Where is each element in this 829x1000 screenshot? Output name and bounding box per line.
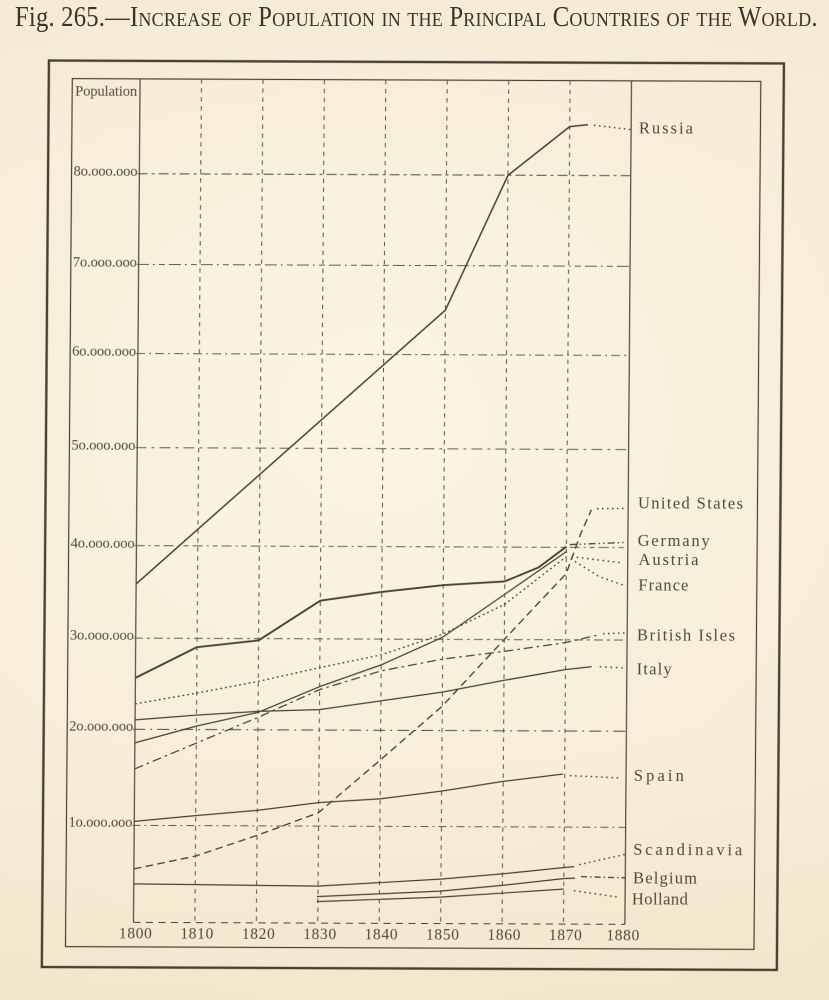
svg-text:1870: 1870 — [549, 927, 582, 944]
svg-text:Population: Population — [75, 84, 138, 100]
svg-text:Russia: Russia — [639, 118, 694, 137]
svg-text:1880: 1880 — [606, 927, 639, 944]
svg-text:1810: 1810 — [180, 926, 213, 943]
svg-text:1850: 1850 — [426, 927, 459, 944]
svg-text:France: France — [638, 575, 688, 594]
svg-text:1840: 1840 — [365, 926, 398, 943]
svg-text:British Isles: British Isles — [637, 625, 735, 644]
svg-text:1800: 1800 — [119, 925, 152, 942]
svg-text:3o.ooo.ooo: 3o.ooo.ooo — [70, 628, 134, 644]
svg-text:4o.ooo.ooo: 4o.ooo.ooo — [71, 536, 135, 552]
svg-text:Spain: Spain — [634, 766, 684, 785]
svg-text:Belgium: Belgium — [633, 868, 697, 887]
svg-text:2o.ooo.ooo: 2o.ooo.ooo — [69, 719, 133, 735]
svg-text:Holland: Holland — [632, 889, 689, 908]
svg-text:1860: 1860 — [487, 927, 520, 944]
svg-text:United States: United States — [638, 493, 743, 512]
svg-text:Italy: Italy — [637, 659, 673, 678]
svg-text:Scandinavia: Scandinavia — [633, 840, 743, 859]
svg-text:8o.ooo.ooo: 8o.ooo.ooo — [74, 164, 138, 180]
svg-text:7o.ooo.ooo: 7o.ooo.ooo — [73, 255, 137, 271]
svg-text:1820: 1820 — [242, 926, 275, 943]
svg-text:6o.ooo.ooo: 6o.ooo.ooo — [72, 344, 136, 360]
svg-text:1o.ooo.ooo: 1o.ooo.ooo — [68, 815, 132, 831]
svg-text:5o.ooo.ooo: 5o.ooo.ooo — [71, 438, 135, 454]
svg-text:1830: 1830 — [303, 926, 336, 943]
svg-text:Austria: Austria — [638, 550, 699, 569]
svg-text:Germany: Germany — [638, 531, 711, 550]
